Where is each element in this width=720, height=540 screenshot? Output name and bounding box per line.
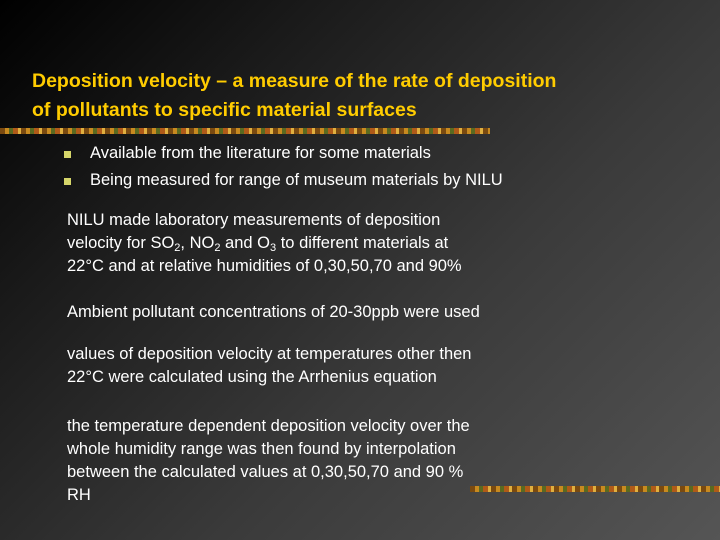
text-run: Ambient pollutant concentrations of 20-3… [67,303,480,321]
text-run: 22°C and at relative humidities of 0,30,… [67,257,462,275]
text-run: between the calculated values at 0,30,50… [67,463,464,481]
text-run: RH [67,486,91,504]
text-run: 22°C were calculated using the Arrhenius… [67,368,437,386]
bullet-text: Being measured for range of museum mater… [90,171,503,189]
paragraph-line: the temperature dependent deposition vel… [67,417,470,436]
paragraph-line: 22°C and at relative humidities of 0,30,… [67,257,462,276]
subscript: 3 [270,242,277,254]
text-run: the temperature dependent deposition vel… [67,417,470,435]
subscript: 2 [214,242,221,254]
paragraph-line: NILU made laboratory measurements of dep… [67,211,440,230]
text-run: and O [220,234,271,252]
text-run: to different materials at [276,234,449,252]
bullet-text: Available from the literature for some m… [90,144,431,162]
paragraph-line: between the calculated values at 0,30,50… [67,463,463,482]
text-run: velocity for SO [67,234,175,252]
paragraph-line: Ambient pollutant concentrations of 20-3… [67,303,480,322]
text-run: NILU made laboratory measurements of dep… [67,211,441,229]
paragraph-line: RH [67,486,91,505]
paragraph-line: 22°C were calculated using the Arrhenius… [67,368,437,387]
decor-strip [470,486,720,492]
bullet-marker [64,151,71,158]
paragraph-line: values of deposition velocity at tempera… [67,345,471,364]
text-run: , NO [180,234,215,252]
decor-strip [0,128,490,134]
text-run: whole humidity range was then found by i… [67,440,456,458]
bullet-marker [64,178,71,185]
subscript: 2 [174,242,181,254]
text-run: values of deposition velocity at tempera… [67,345,472,363]
paragraph-line: velocity for SO2, NO2 and O3 to differen… [67,234,448,254]
title-line: Deposition velocity – a measure of the r… [32,70,557,92]
paragraph-line: whole humidity range was then found by i… [67,440,456,459]
title-line: of pollutants to specific material surfa… [32,99,417,121]
